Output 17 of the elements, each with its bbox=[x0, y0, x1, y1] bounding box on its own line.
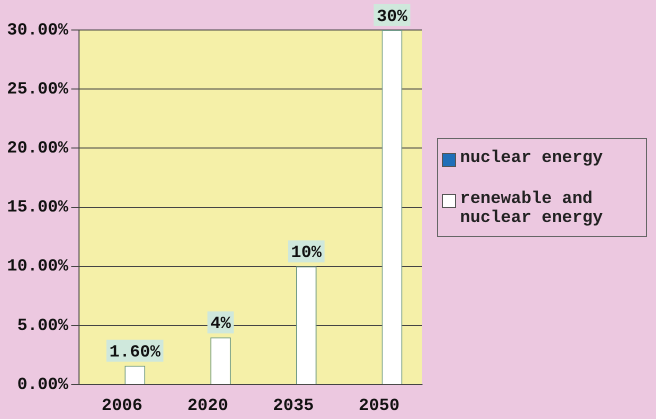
data-label: 30% bbox=[376, 8, 408, 27]
data-label: 1.60% bbox=[109, 343, 162, 362]
y-tick-label: 10.00% bbox=[6, 258, 69, 277]
data-label: 10% bbox=[291, 244, 322, 264]
x-tick-label: 2050 bbox=[358, 397, 400, 416]
x-tick-label: 2006 bbox=[102, 397, 142, 416]
legend-label: nuclear energy bbox=[460, 149, 603, 168]
y-tick-label: 15.00% bbox=[6, 198, 69, 218]
y-tick-label: 5.00% bbox=[17, 316, 69, 336]
y-tick-label: 0.00% bbox=[17, 376, 69, 395]
data-label: 4% bbox=[210, 315, 232, 334]
y-tick-label: 30.00% bbox=[6, 21, 69, 40]
x-tick-label: 2035 bbox=[273, 397, 314, 416]
y-tick-label: 20.00% bbox=[6, 139, 69, 158]
x-tick-label: 2020 bbox=[187, 397, 228, 416]
y-tick-label: 25.00% bbox=[6, 80, 69, 100]
legend-label: renewable and nuclear energy bbox=[460, 190, 604, 228]
